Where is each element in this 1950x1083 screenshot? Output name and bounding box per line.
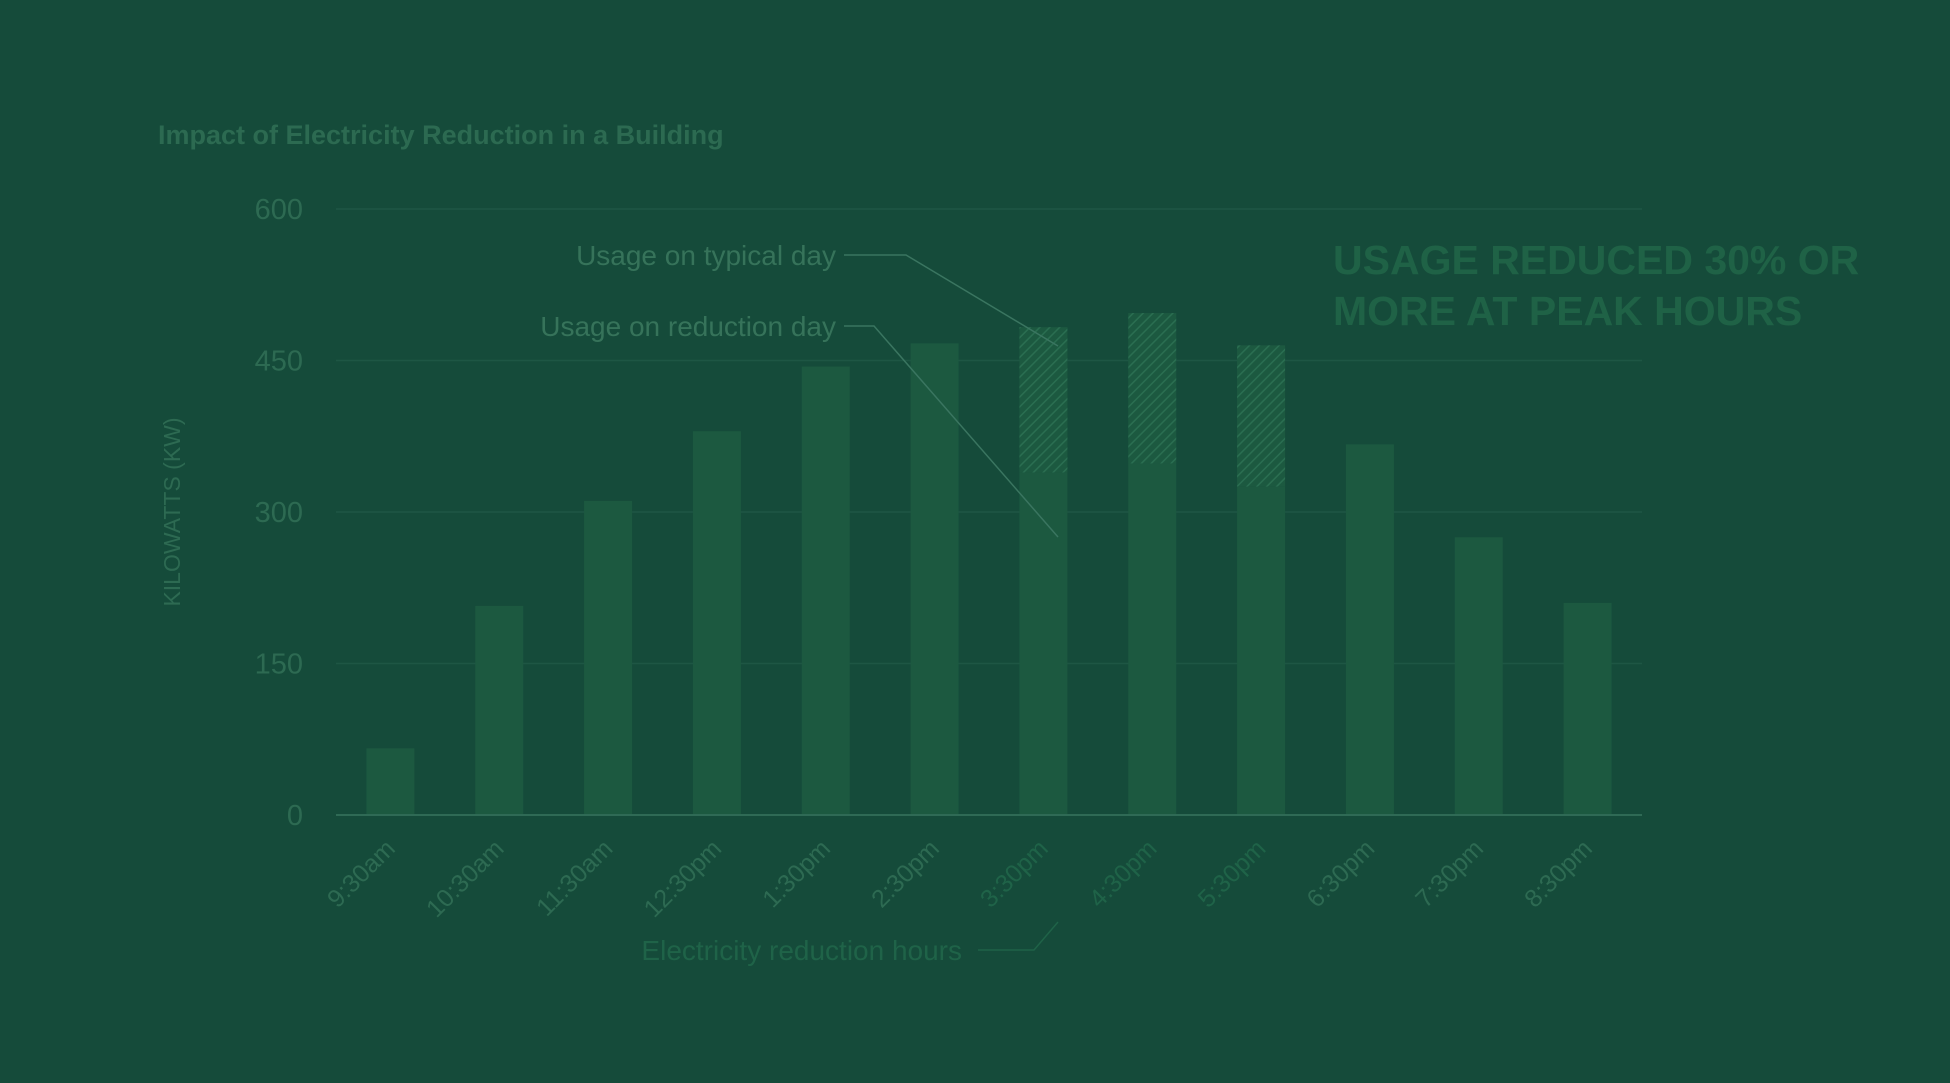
x-tick-label-3:30pm: 3:30pm (975, 834, 1054, 913)
x-tick-label-6:30pm: 6:30pm (1301, 834, 1380, 913)
annotation-typical-day: Usage on typical day (576, 240, 836, 271)
leader-line-reduction-hours (978, 921, 1059, 951)
bar-9:30am (366, 748, 415, 815)
bars (366, 313, 1612, 815)
y-tick-labels: 0 150 300 450 600 (255, 194, 303, 832)
y-tick-label-600: 600 (255, 194, 303, 226)
headline-line-1: USAGE REDUCED 30% OR (1333, 237, 1859, 283)
x-tick-label-7:30pm: 7:30pm (1410, 834, 1489, 913)
bar-7:30pm (1454, 537, 1503, 815)
annotation-reduction-day: Usage on reduction day (540, 311, 836, 342)
x-tick-label-12:30pm: 12:30pm (639, 834, 728, 923)
bar-typical-excess-4:30pm (1128, 313, 1177, 464)
chart-title: Impact of Electricity Reduction in a Bui… (158, 120, 724, 150)
leader-line-typical-day (844, 254, 1059, 347)
y-tick-label-300: 300 (255, 497, 303, 529)
x-tick-label-4:30pm: 4:30pm (1084, 834, 1163, 913)
x-tick-label-2:30pm: 2:30pm (866, 834, 945, 913)
bar-4:30pm (1128, 463, 1177, 815)
bar-8:30pm (1563, 602, 1612, 815)
bar-typical-excess-3:30pm (1019, 327, 1068, 473)
x-tick-labels: 9:30am 10:30am 11:30am 12:30pm 1:30pm 2:30pm 3… (322, 834, 1598, 923)
headline-line-2: MORE AT PEAK HOURS (1333, 288, 1802, 334)
y-axis-label: KILOWATTS (KW) (159, 417, 185, 606)
leader-line-reduction-day (844, 325, 1059, 538)
bar-6:30pm (1345, 444, 1394, 815)
bar-2:30pm (910, 343, 959, 815)
x-tick-label-11:30am: 11:30am (531, 834, 618, 921)
annotation-reduction-hours: Electricity reduction hours (641, 935, 962, 966)
x-tick-label-10:30am: 10:30am (421, 834, 510, 923)
bar-11:30am (584, 500, 633, 815)
bar-3:30pm (1019, 472, 1068, 815)
bar-10:30am (475, 605, 524, 815)
x-tick-label-9:30am: 9:30am (322, 834, 401, 913)
y-tick-label-450: 450 (255, 346, 303, 378)
x-tick-label-1:30pm: 1:30pm (757, 834, 836, 913)
bar-12:30pm (692, 431, 741, 815)
bar-5:30pm (1237, 486, 1286, 815)
x-tick-label-8:30pm: 8:30pm (1519, 834, 1598, 913)
bar-typical-excess-5:30pm (1237, 345, 1286, 487)
x-tick-label-5:30pm: 5:30pm (1193, 834, 1272, 913)
annotations: Usage on typical day Usage on reduction … (540, 240, 1059, 966)
y-tick-label-150: 150 (255, 649, 303, 681)
y-tick-label-0: 0 (287, 800, 303, 832)
gridlines (336, 208, 1642, 665)
bar-1:30pm (801, 366, 850, 815)
